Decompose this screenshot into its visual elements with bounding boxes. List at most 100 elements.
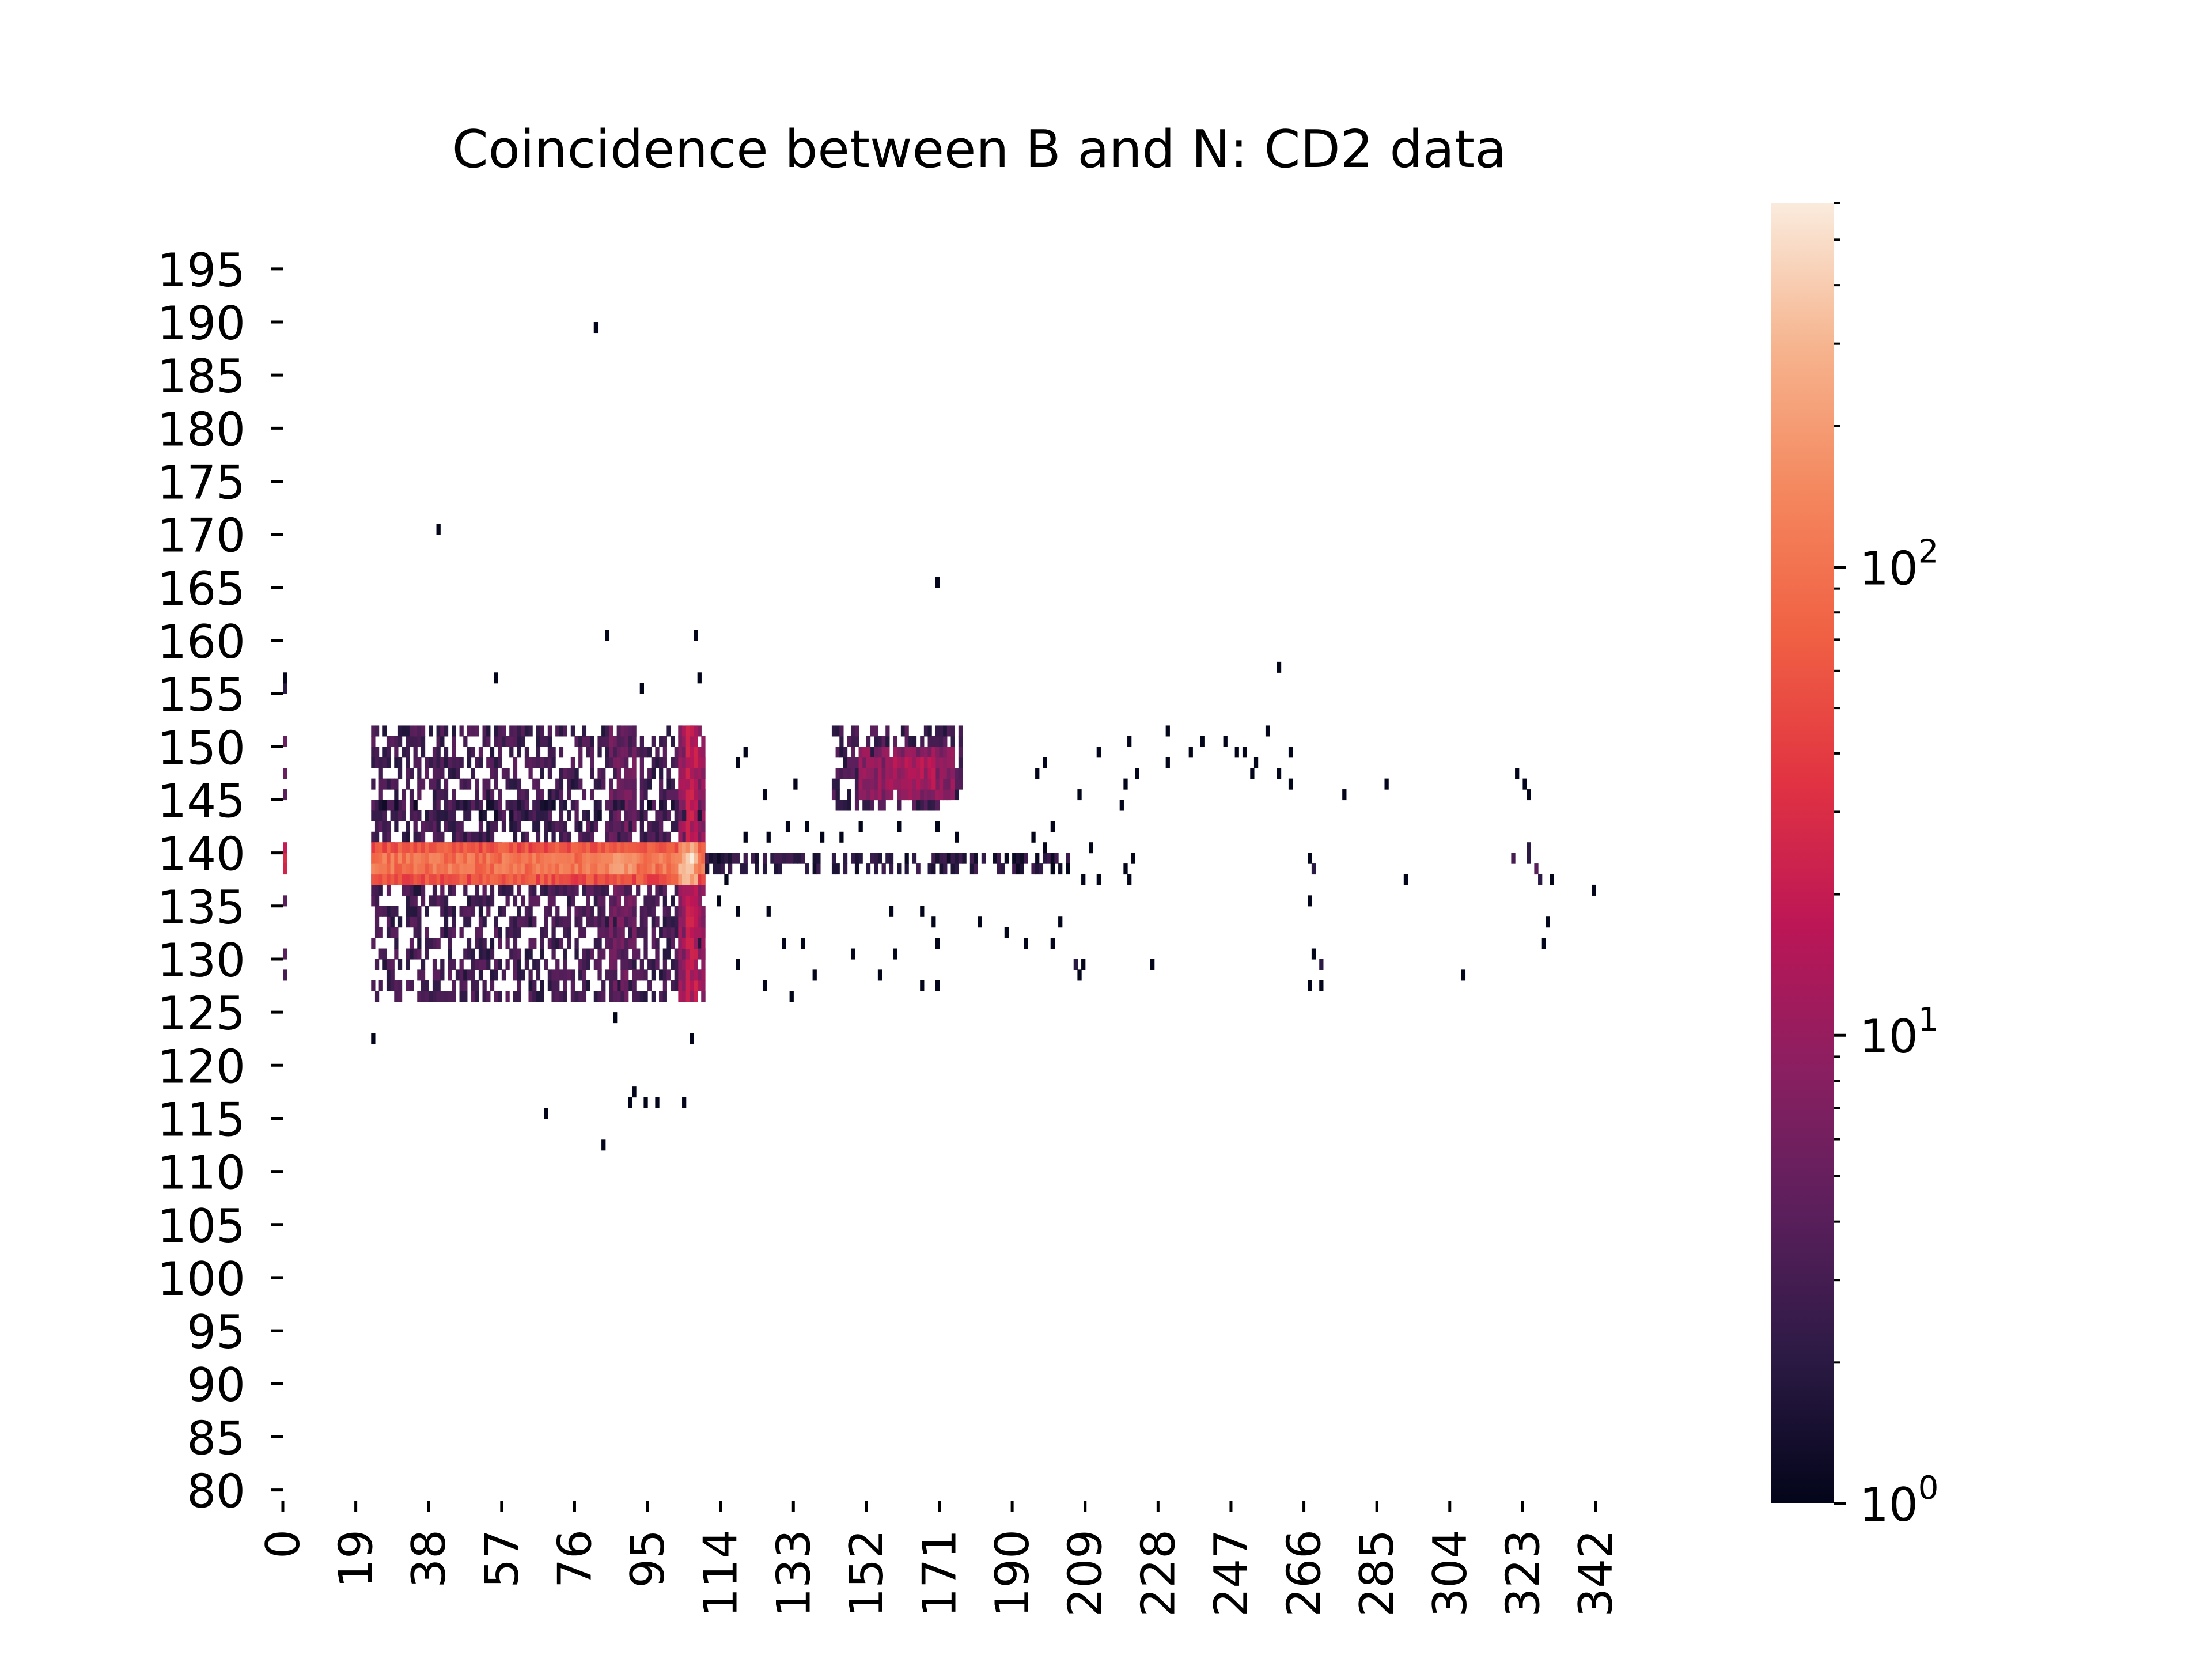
heatmap-cell (459, 959, 464, 970)
heatmap-cell (417, 927, 422, 938)
heatmap-cell (417, 874, 422, 885)
heatmap-cell (417, 969, 422, 981)
heatmap-cell (390, 969, 395, 981)
heatmap-cell (436, 524, 441, 535)
heatmap-cell (517, 916, 521, 928)
heatmap-cell (943, 778, 948, 790)
heatmap-cell (974, 863, 978, 875)
heatmap-cell (498, 874, 502, 885)
heatmap-cell (620, 842, 625, 854)
heatmap-cell (705, 863, 710, 875)
heatmap-cell (636, 842, 641, 854)
heatmap-cell (651, 916, 656, 928)
heatmap-cell (532, 800, 537, 811)
heatmap-cell (536, 853, 541, 864)
heatmap-cell (444, 863, 449, 875)
heatmap-cell (524, 863, 529, 875)
heatmap-cell (935, 938, 940, 949)
heatmap-cell (616, 725, 622, 737)
heatmap-cell (540, 842, 544, 854)
heatmap-cell (628, 916, 633, 928)
heatmap-cell (425, 906, 429, 917)
heatmap-cell (685, 884, 690, 896)
x-tick-label: 171 (913, 1529, 967, 1618)
heatmap-cell (409, 736, 414, 747)
heatmap-cell (382, 831, 387, 843)
heatmap-cell (831, 853, 836, 864)
heatmap-cell (694, 991, 698, 1002)
heatmap-cell (413, 747, 418, 758)
heatmap-cell (486, 948, 491, 960)
heatmap-cell (578, 927, 583, 938)
heatmap-cell (671, 980, 675, 991)
heatmap-cell (647, 884, 652, 896)
heatmap-cell (555, 863, 560, 875)
heatmap-cell (551, 969, 556, 981)
heatmap-cell (425, 980, 429, 991)
heatmap-cell (632, 757, 637, 768)
heatmap-cell (613, 874, 618, 885)
heatmap-cell (459, 863, 464, 875)
heatmap-cell (459, 980, 464, 991)
heatmap-cell (935, 736, 940, 747)
heatmap-cell (843, 863, 848, 875)
heatmap-cell (908, 757, 913, 768)
heatmap-cell (475, 980, 479, 991)
heatmap-cell (854, 725, 859, 737)
y-tick-label: 155 (157, 668, 245, 722)
heatmap-cell (851, 725, 855, 737)
heatmap-cell (390, 916, 395, 928)
heatmap-cell (628, 906, 633, 917)
heatmap-cell (601, 884, 606, 896)
heatmap-cell (436, 747, 441, 758)
heatmap-cell (498, 927, 502, 938)
heatmap-cell (425, 853, 429, 864)
heatmap-cell (927, 736, 932, 747)
heatmap-cell (475, 778, 479, 790)
heatmap-cell (574, 736, 579, 747)
heatmap-cell (690, 980, 694, 991)
heatmap-cell (425, 874, 429, 885)
heatmap-cell (402, 800, 406, 811)
heatmap-cell (1012, 863, 1017, 875)
heatmap-cell (682, 863, 687, 875)
heatmap-cell (885, 778, 890, 790)
heatmap-cell (440, 853, 445, 864)
heatmap-cell (429, 991, 433, 1002)
heatmap-cell (382, 874, 387, 885)
heatmap-cell (690, 938, 694, 949)
heatmap-cell (517, 821, 521, 832)
heatmap-cell (448, 842, 452, 854)
heatmap-cell (563, 948, 567, 960)
heatmap-cell (643, 1097, 648, 1108)
heatmap-cell (939, 736, 944, 747)
heatmap-cell (613, 747, 618, 758)
heatmap-cell (528, 980, 533, 991)
heatmap-cell (382, 800, 387, 811)
heatmap-cell (1308, 980, 1312, 991)
heatmap-cell (547, 980, 552, 991)
heatmap-cell (509, 927, 514, 938)
heatmap-cell (616, 853, 622, 864)
heatmap-cell (636, 874, 641, 885)
heatmap-cell (440, 831, 445, 843)
heatmap-cell (421, 863, 426, 875)
heatmap-cell (582, 884, 587, 896)
heatmap-cell (467, 853, 472, 864)
heatmap-cell (651, 969, 656, 981)
heatmap-cell (916, 789, 921, 801)
heatmap-cell (881, 736, 886, 747)
heatmap-cell (567, 842, 571, 854)
heatmap-cell (697, 768, 702, 779)
heatmap-cell (440, 725, 445, 737)
heatmap-cell (574, 853, 579, 864)
heatmap-cell (955, 863, 959, 875)
heatmap-cell (674, 927, 679, 938)
heatmap-cell (639, 959, 644, 970)
heatmap-cell (586, 810, 590, 821)
heatmap-cell (409, 842, 414, 854)
heatmap-cell (946, 853, 952, 864)
heatmap-cell (467, 948, 472, 960)
heatmap-cell (943, 768, 948, 779)
